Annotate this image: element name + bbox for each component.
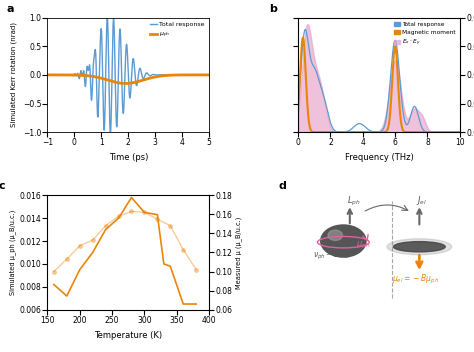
Line: Magnetic moment: Magnetic moment (298, 38, 460, 132)
Total response (206, 73, 212, 77)
Magnetic moment (374, 130, 380, 134)
$\mu_{ph}$ (203, 73, 209, 77)
Total response (374, 130, 380, 134)
Circle shape (328, 230, 343, 240)
Total response (45, 73, 50, 77)
Magnetic moment (295, 108, 301, 112)
$\mu_{ph}$ (73, 73, 78, 77)
$\mu_{ph}$ (206, 73, 212, 77)
X-axis label: Frequency (THz): Frequency (THz) (345, 153, 413, 162)
Line: Total response: Total response (298, 30, 460, 132)
Magnetic moment (457, 130, 463, 134)
Legend: Total response, $\mu_{ph}$: Total response, $\mu_{ph}$ (149, 21, 206, 41)
Total response (423, 130, 428, 134)
Ellipse shape (393, 241, 445, 252)
Total response (370, 130, 375, 134)
Total response (186, 73, 191, 77)
Text: $L_{ph}$: $L_{ph}$ (346, 195, 360, 208)
Text: c: c (0, 182, 6, 191)
$\mu_{ph}$ (186, 73, 191, 77)
Total response (452, 130, 458, 134)
Y-axis label: Measured μ (μ_B/u.c.): Measured μ (μ_B/u.c.) (235, 216, 242, 289)
Total response (452, 130, 458, 134)
$\mu_{ph}$ (107, 78, 112, 83)
X-axis label: Temperature (K): Temperature (K) (94, 331, 162, 340)
Magnetic moment (452, 130, 458, 134)
Magnetic moment (370, 130, 375, 134)
Text: $\mu_{el} = -B\mu_{ph}$: $\mu_{el} = -B\mu_{ph}$ (392, 272, 439, 285)
$\mu_{ph}$ (63, 73, 69, 77)
Text: $\nu_{ph} \sim E_{THz}$: $\nu_{ph} \sim E_{THz}$ (313, 249, 350, 262)
Ellipse shape (387, 239, 452, 255)
Line: $\mu_{ph}$: $\mu_{ph}$ (47, 75, 209, 83)
Text: b: b (269, 4, 277, 14)
$\mu_{ph}$ (114, 80, 119, 84)
Text: d: d (279, 182, 286, 191)
Total response (63, 73, 69, 77)
Circle shape (321, 225, 366, 257)
Text: $J_{el}$: $J_{el}$ (416, 194, 427, 207)
Total response (303, 30, 309, 34)
$\mu_{ph}$ (123, 81, 128, 86)
Y-axis label: Simulated μ_ph (μ_B/u.c.): Simulated μ_ph (μ_B/u.c.) (10, 210, 17, 295)
Magnetic moment (303, 85, 309, 89)
Total response (203, 73, 209, 77)
Magnetic moment (423, 130, 428, 134)
Total response (73, 73, 78, 77)
$\mu_{ph}$ (45, 73, 50, 77)
Total response (295, 105, 301, 109)
Total response (107, 107, 112, 112)
Total response (302, 27, 308, 32)
Total response (457, 130, 463, 134)
Magnetic moment (300, 36, 306, 40)
Total response (114, 124, 119, 128)
Total response (108, 131, 113, 136)
Magnetic moment (452, 130, 458, 134)
Legend: Total response, Magnetic moment, $E_x \cdot E_y$: Total response, Magnetic moment, $E_x \c… (393, 20, 457, 49)
Text: $\mu_{ph}$: $\mu_{ph}$ (356, 240, 371, 251)
Line: Total response: Total response (47, 17, 209, 133)
X-axis label: Time (ps): Time (ps) (109, 153, 148, 162)
Text: a: a (7, 4, 15, 14)
Total response (104, 15, 110, 19)
Y-axis label: Simulated Kerr rotation (nrad): Simulated Kerr rotation (nrad) (10, 23, 17, 127)
